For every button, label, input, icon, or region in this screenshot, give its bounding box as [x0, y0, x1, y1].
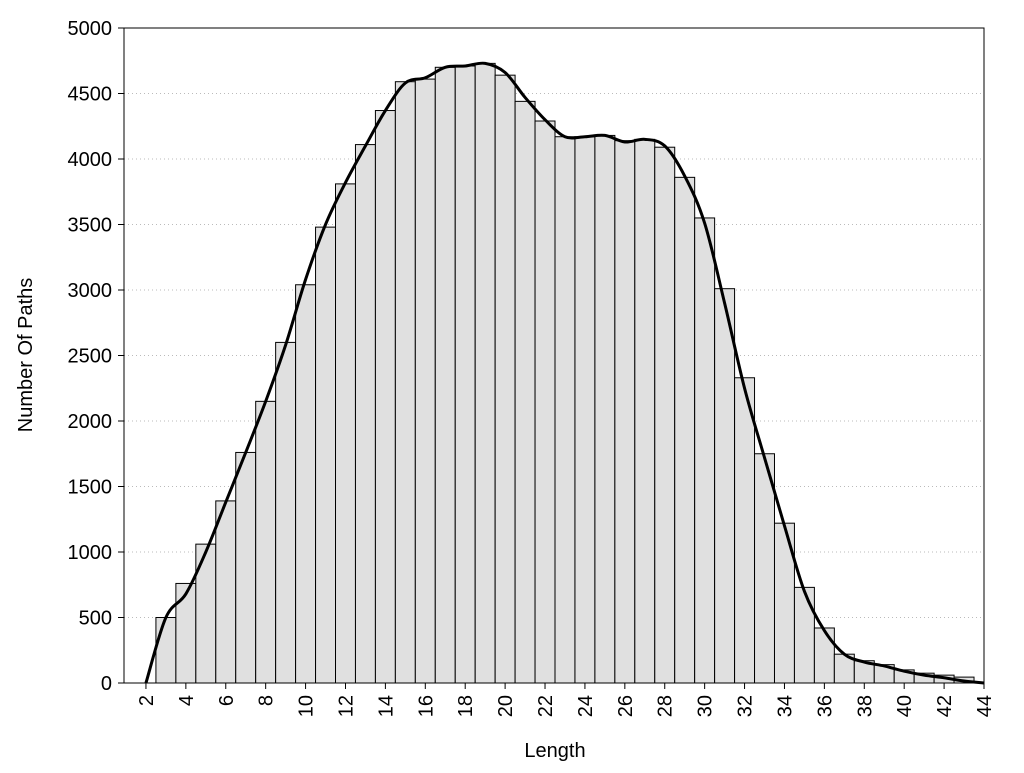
x-tick-label: 32	[735, 695, 757, 717]
curve	[144, 61, 985, 685]
y-tick-label: 4000	[68, 149, 113, 171]
y-tick-label: 1000	[68, 542, 113, 564]
bar	[494, 74, 516, 684]
bar	[454, 65, 476, 684]
bar	[514, 100, 536, 684]
x-tick-label: 44	[974, 695, 996, 717]
bar	[674, 176, 696, 684]
bar	[295, 284, 317, 684]
x-tick-label: 40	[894, 695, 916, 717]
bar	[474, 62, 496, 684]
x-tick-label: 42	[934, 695, 956, 717]
y-tick-label: 0	[101, 673, 112, 695]
y-tick-label: 2000	[68, 411, 113, 433]
bar	[235, 451, 257, 684]
bar	[574, 136, 596, 684]
bar	[354, 144, 376, 684]
bar	[434, 66, 456, 684]
y-tick-label: 5000	[68, 18, 113, 40]
x-tick-label: 34	[774, 695, 796, 717]
plot-frame	[123, 27, 985, 684]
bar	[255, 400, 277, 684]
x-tick-label: 26	[615, 695, 637, 717]
x-tick-label: 4	[176, 695, 198, 706]
x-tick-label: 12	[335, 695, 357, 717]
x-tick-label: 20	[495, 695, 517, 717]
bar	[215, 500, 237, 684]
x-tick-label: 22	[535, 695, 557, 717]
bar	[734, 377, 756, 684]
y-axis-label: Number Of Paths	[15, 278, 37, 433]
x-tick-label: 6	[216, 695, 238, 706]
bar	[534, 120, 556, 684]
x-tick-label: 36	[814, 695, 836, 717]
bar	[155, 617, 177, 684]
bar	[394, 81, 416, 684]
x-tick-label: 28	[655, 695, 677, 717]
bar	[614, 140, 636, 684]
bar	[694, 217, 716, 684]
bar	[654, 146, 676, 684]
y-tick-label: 3500	[68, 215, 113, 237]
y-tick-label: 3000	[68, 280, 113, 302]
bar	[175, 582, 197, 684]
bar	[714, 288, 736, 684]
bar	[335, 183, 356, 684]
x-axis-label: Length	[524, 740, 585, 762]
x-tick-label: 10	[296, 695, 318, 717]
x-tick-label: 30	[695, 695, 717, 717]
y-tick-label: 500	[79, 608, 112, 630]
bar	[634, 138, 656, 684]
x-tick-label: 14	[375, 695, 397, 717]
bar	[594, 134, 616, 684]
x-tick-label: 24	[575, 695, 597, 717]
bar	[554, 136, 576, 684]
y-tick-label: 2500	[68, 346, 113, 368]
x-tick-label: 8	[256, 695, 278, 706]
bar	[754, 453, 775, 684]
bar	[813, 627, 835, 684]
x-tick-label: 16	[415, 695, 437, 717]
bar	[793, 586, 815, 684]
y-tick-label: 4500	[68, 84, 113, 106]
bar	[414, 78, 436, 684]
x-tick-label: 18	[455, 695, 477, 717]
bar	[275, 341, 297, 684]
y-tick-label: 1500	[68, 477, 113, 499]
bar	[374, 110, 396, 684]
bar	[315, 226, 337, 684]
x-tick-label: 2	[136, 695, 158, 706]
x-tick-label: 38	[854, 695, 876, 717]
